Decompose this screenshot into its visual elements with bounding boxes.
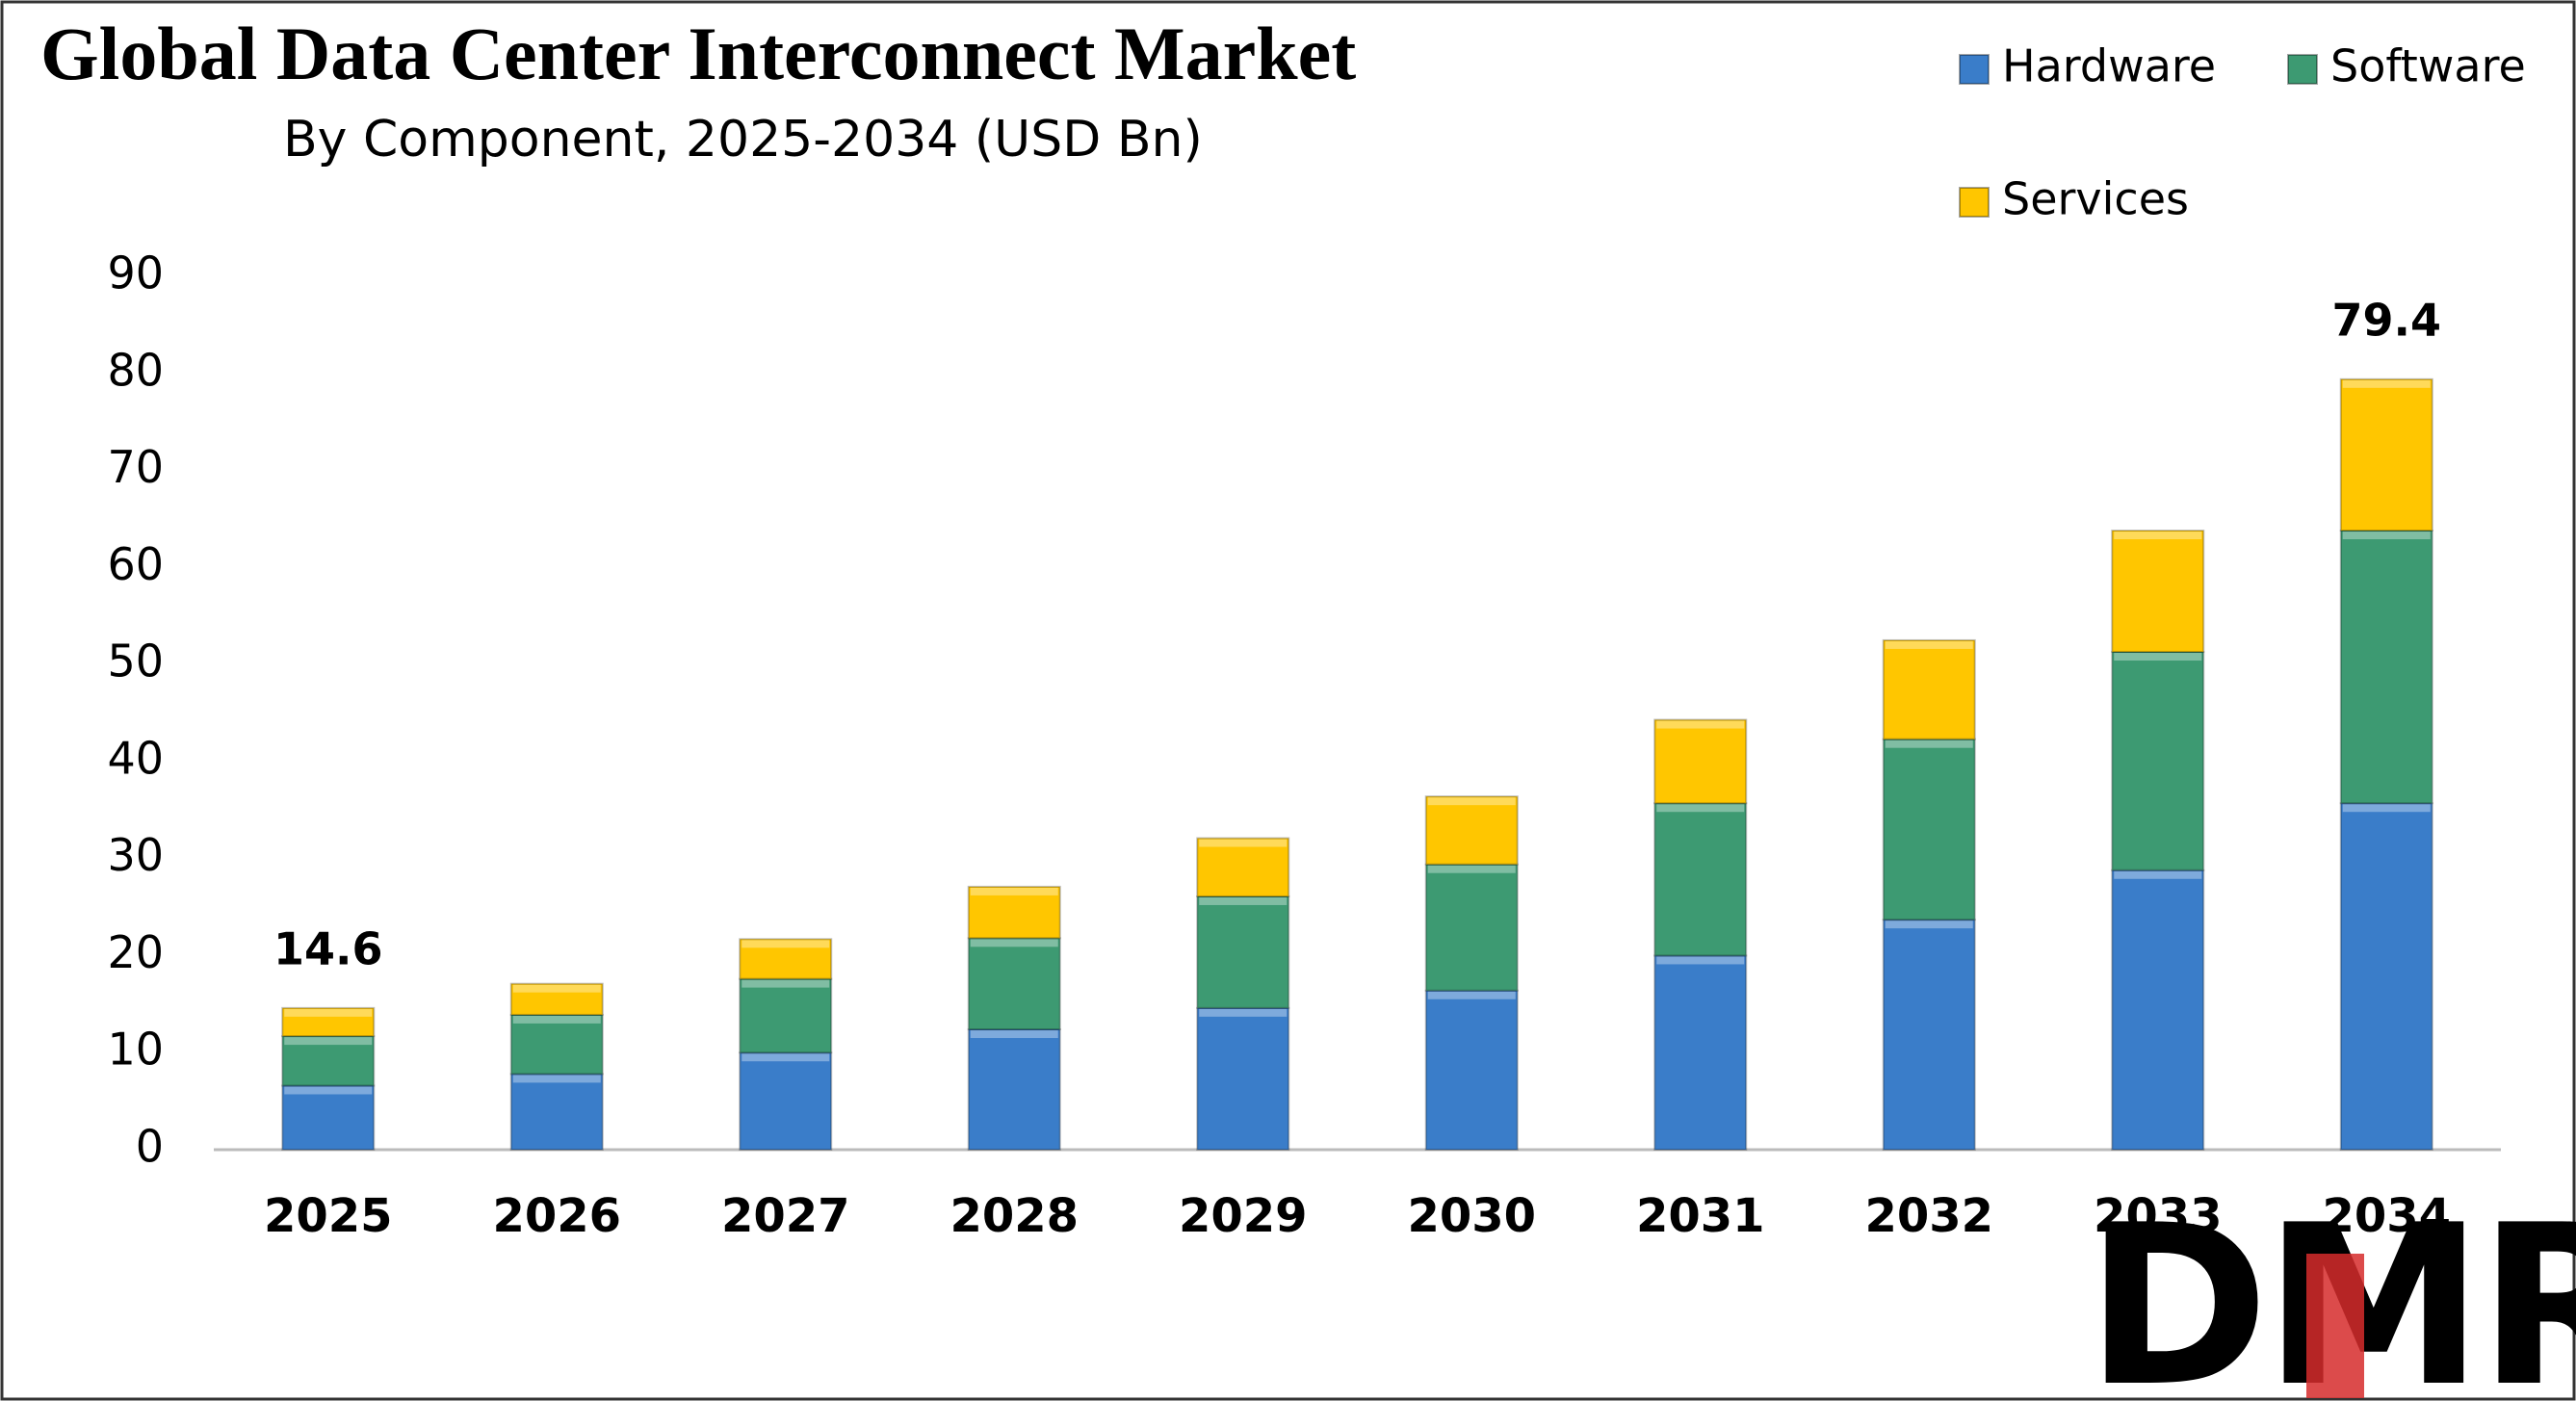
legend-label: Services (2002, 173, 2189, 225)
bar-highlight (512, 984, 601, 993)
bar-highlight (2342, 804, 2431, 813)
bar-segment (281, 1035, 376, 1087)
bar-highlight (2114, 870, 2202, 879)
bar-segment (2339, 530, 2433, 805)
legend-label: Software (2330, 40, 2526, 92)
y-tick-label: 90 (107, 247, 164, 299)
bar-segment (967, 885, 1061, 940)
bar-segment (1653, 802, 1748, 957)
bar-highlight (284, 1008, 373, 1017)
bar-segment (1653, 718, 1748, 805)
bar-highlight (742, 1053, 830, 1062)
x-tick-label: 2026 (492, 1189, 621, 1243)
bar-highlight (970, 939, 1058, 947)
bar-segment (1882, 919, 1976, 1152)
bar-segment (1196, 1006, 1290, 1152)
bar-highlight (1656, 804, 1745, 813)
bar-segment (2339, 802, 2433, 1151)
y-tick-label: 0 (136, 1121, 164, 1173)
x-tick-label: 2032 (1864, 1189, 1993, 1243)
bar-highlight (1199, 839, 1288, 847)
bar-segment (739, 1051, 833, 1151)
x-tick-label: 2031 (1636, 1189, 1765, 1243)
x-tick-label: 2033 (2094, 1189, 2223, 1243)
bar-highlight (512, 1075, 601, 1083)
bar-highlight (2114, 532, 2202, 540)
x-tick-label: 2027 (721, 1189, 850, 1243)
legend-swatch (1959, 187, 1990, 218)
y-tick-label: 20 (107, 926, 164, 978)
bar-segment (1424, 795, 1519, 866)
legend-swatch (2287, 54, 2318, 85)
y-tick-label: 80 (107, 344, 164, 396)
y-tick-label: 50 (107, 636, 164, 688)
logo-accent (2306, 1254, 2364, 1398)
bar-segment (1882, 638, 1976, 740)
x-tick-label: 2029 (1179, 1189, 1308, 1243)
y-tick-label: 40 (107, 732, 164, 784)
total-label: 79.4 (2332, 294, 2442, 346)
x-tick-label: 2028 (950, 1189, 1079, 1243)
bar-highlight (1656, 720, 1745, 729)
bar-highlight (1427, 797, 1516, 806)
x-tick-label: 2030 (1407, 1189, 1536, 1243)
bar-segment (1882, 738, 1976, 921)
bar-segment (739, 977, 833, 1054)
bar-segment (2339, 377, 2433, 532)
x-tick-label: 2034 (2322, 1189, 2451, 1243)
bar-highlight (1885, 921, 1973, 929)
y-tick-label: 60 (107, 538, 164, 590)
bar-segment (509, 1013, 604, 1076)
bar-segment (967, 937, 1061, 1031)
bar-highlight (970, 887, 1058, 895)
y-tick-label: 10 (107, 1024, 164, 1076)
bar-highlight (1427, 865, 1516, 873)
bar-highlight (2114, 653, 2202, 662)
bar-segment (1424, 989, 1519, 1152)
x-tick-label: 2025 (264, 1189, 393, 1243)
legend-swatch (1959, 54, 1990, 85)
bar-highlight (1656, 956, 1745, 965)
bar-highlight (1885, 739, 1973, 748)
bar-segment (967, 1028, 1061, 1151)
bar-highlight (1427, 991, 1516, 999)
bar-highlight (284, 1086, 373, 1095)
total-label: 14.6 (273, 922, 383, 974)
bar-highlight (742, 940, 830, 948)
bar-segment (1196, 837, 1290, 897)
bar-highlight (284, 1037, 373, 1046)
bar-segment (509, 982, 604, 1016)
y-tick-label: 70 (107, 441, 164, 493)
bar-highlight (2342, 379, 2431, 388)
bar-highlight (1199, 1008, 1288, 1017)
bar-highlight (970, 1030, 1058, 1039)
bar-segment (1424, 863, 1519, 992)
chart-subtitle: By Component, 2025-2034 (USD Bn) (283, 111, 1203, 169)
bar-highlight (1885, 640, 1973, 649)
legend-label: Hardware (2002, 40, 2216, 92)
bar-highlight (1199, 896, 1288, 905)
bar-highlight (2342, 532, 2431, 540)
bar-segment (739, 938, 833, 980)
bar-segment (2111, 530, 2205, 654)
bar-highlight (742, 979, 830, 988)
bar-segment (509, 1073, 604, 1151)
chart-title: Global Data Center Interconnect Market (40, 12, 1356, 95)
bar-segment (2111, 651, 2205, 871)
bar-highlight (512, 1015, 601, 1024)
bar-segment (281, 1006, 376, 1038)
bar-segment (1653, 954, 1748, 1152)
bar-segment (1196, 895, 1290, 1009)
y-tick-label: 30 (107, 829, 164, 881)
bar-segment (2111, 869, 2205, 1151)
bar-segment (281, 1084, 376, 1152)
